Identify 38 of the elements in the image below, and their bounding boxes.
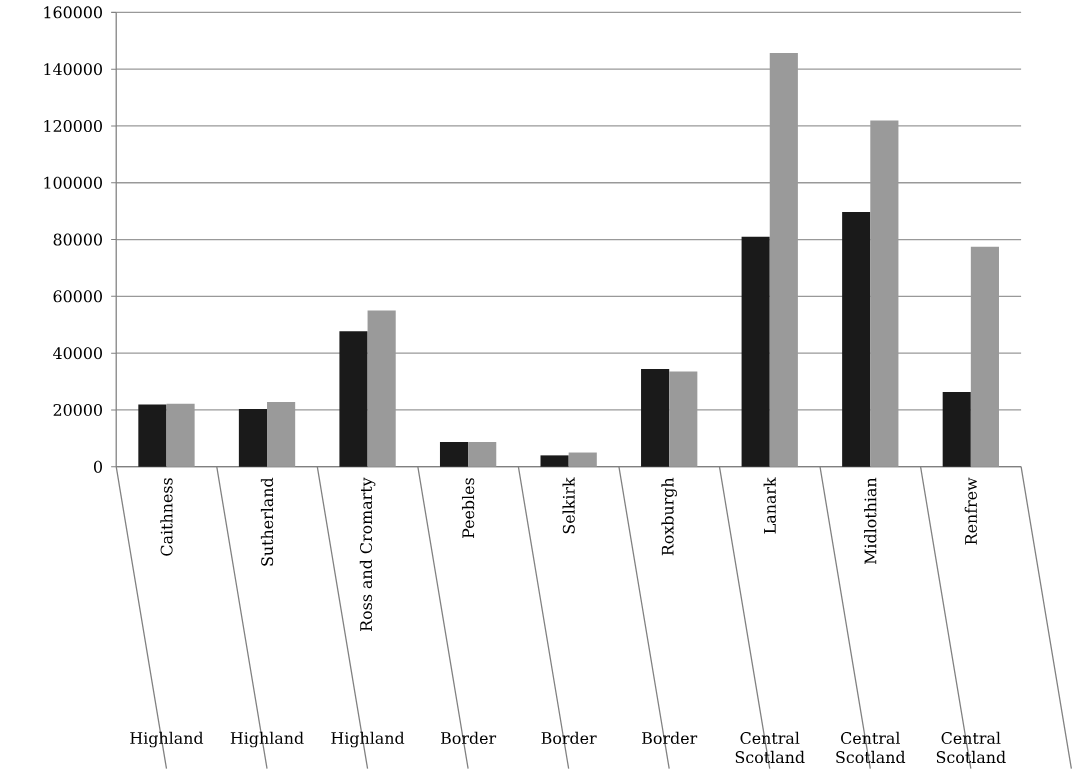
- text: Border: [642, 731, 698, 744]
- text: Border: [441, 731, 497, 744]
- bar: [468, 441, 497, 467]
- bar: [741, 236, 770, 467]
- bar: [842, 211, 871, 467]
- y-tick-label: 100000: [44, 176, 102, 189]
- y-tick-label: 80000: [53, 233, 102, 246]
- y-tick-label: 20000: [53, 403, 102, 416]
- y-tick-label: 120000: [44, 119, 102, 132]
- x-tick-label: Ross and Cromarty: [359, 477, 376, 631]
- text: Highland: [130, 731, 204, 748]
- x-tick-label: Caithness: [160, 477, 173, 556]
- y-tick-label: 60000: [53, 290, 102, 303]
- text: Central Scotland: [836, 731, 906, 763]
- bar: [641, 368, 670, 467]
- bar: [942, 391, 971, 467]
- bar: [568, 452, 597, 467]
- y-tick-label: 40000: [53, 346, 102, 359]
- x-tick-label: Renfrew: [964, 477, 977, 545]
- x-tick-label: Peebles: [461, 477, 475, 538]
- bar: [339, 331, 368, 467]
- text: Highland: [331, 731, 405, 748]
- x-tick-label: Roxburgh: [661, 477, 677, 556]
- x-tick-label: Midlothian: [864, 477, 877, 564]
- bar: [238, 408, 268, 467]
- y-tick-label: 140000: [44, 62, 102, 75]
- x-tick-label: Sutherland: [260, 477, 274, 566]
- text: Highland: [230, 731, 304, 748]
- y-tick-label: 160000: [44, 6, 102, 19]
- bar: [138, 404, 167, 467]
- text: Border: [541, 731, 597, 744]
- text: Central Scotland: [936, 731, 1006, 763]
- x-tick-label: Selkirk: [562, 477, 575, 534]
- y-tick-label: 0: [94, 460, 102, 473]
- text: Central Scotland: [735, 731, 805, 763]
- bar: [439, 441, 469, 467]
- x-tick-label: Lanark: [763, 477, 776, 534]
- bar: [540, 455, 569, 467]
